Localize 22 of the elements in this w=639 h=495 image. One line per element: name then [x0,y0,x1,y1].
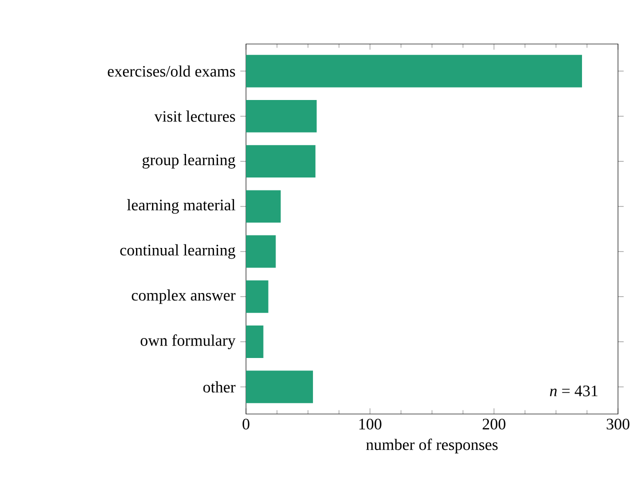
y-tick-label: visit lectures [154,110,236,122]
bar [246,100,317,132]
bar [246,190,281,223]
bar [246,280,268,313]
x-tick-label: 300 [606,418,630,430]
bar [246,235,276,268]
bar [246,326,264,358]
y-tick-label: learning material [127,199,236,214]
y-tick-label: other [203,381,236,393]
x-tick-label: 200 [482,418,506,430]
y-tick-label: own formulary [140,334,236,350]
annotation: n = 431 [550,386,598,396]
y-tick-label: group learning [142,154,236,169]
x-tick-label: 0 [242,418,250,430]
x-axis-title: number of responses [366,438,498,454]
bar [246,145,316,178]
bar [246,54,582,88]
y-tick-label: continual learning [120,244,236,259]
x-tick-label: 100 [359,418,382,430]
y-tick-label: exercises/old exams [108,65,236,77]
bar [246,370,313,404]
y-tick-label: complex answer [132,289,236,304]
